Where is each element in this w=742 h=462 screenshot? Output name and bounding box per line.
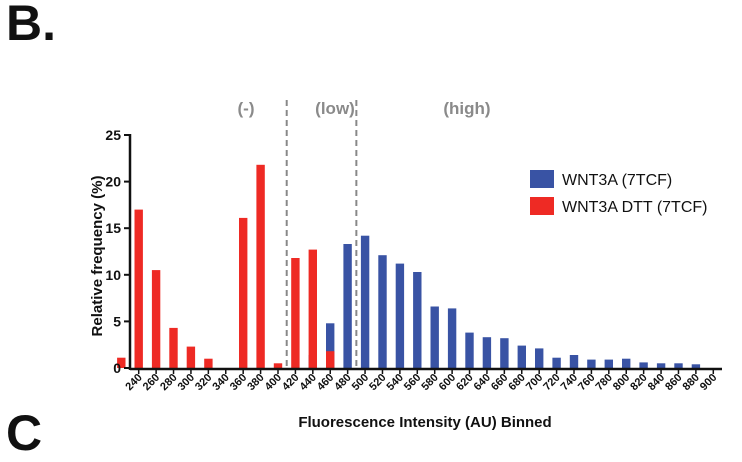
y-tick-label: 0 [113, 360, 121, 376]
x-tick-label: 540 [385, 372, 406, 393]
bar-wnt3a [343, 244, 352, 368]
y-tick-label: 5 [113, 313, 121, 329]
x-tick-label: 400 [263, 372, 284, 393]
x-tick-label: 760 [576, 372, 597, 393]
bar-wnt3a [465, 332, 474, 368]
x-tick-label: 560 [402, 372, 423, 393]
dividers-layer: (-) (low) (high) [238, 99, 491, 368]
bar-wnt3a [552, 357, 561, 368]
bar-wnt3a [326, 323, 335, 368]
x-tick-label: 700 [524, 372, 545, 393]
x-tick-label: 800 [611, 372, 632, 393]
bar-wnt3a-dtt [308, 249, 317, 368]
bar-wnt3a [517, 345, 526, 368]
bar-wnt3a [500, 338, 509, 368]
x-tick-label: 360 [228, 372, 249, 393]
bar-wnt3a [587, 359, 596, 368]
bar-wnt3a-dtt [186, 346, 196, 368]
x-tick-label: 840 [646, 372, 667, 393]
bar-wnt3a [378, 255, 387, 368]
x-tick-label: 740 [559, 372, 580, 393]
x-tick-label: 520 [367, 372, 388, 393]
bar-wnt3a-dtt [256, 164, 265, 368]
x-tick-label: 440 [297, 372, 318, 393]
x-tick-label: 280 [158, 372, 179, 393]
x-tick-label: 320 [193, 372, 214, 393]
x-tick-label: 240 [123, 372, 144, 393]
x-tick-label: 600 [437, 372, 458, 393]
bar-wnt3a [639, 362, 648, 368]
bar-wnt3a [482, 337, 492, 368]
bar-wnt3a-dtt [151, 270, 161, 368]
y-tick-label: 20 [105, 174, 121, 190]
x-tick-label: 780 [593, 372, 614, 393]
legend: WNT3A (7TCF) WNT3A DTT (7TCF) [530, 170, 707, 216]
x-tick-label: 640 [472, 372, 493, 393]
x-tick-label: 720 [541, 372, 562, 393]
bar-wnt3a [447, 308, 457, 368]
bar-wnt3a-dtt [117, 357, 126, 368]
bar-wnt3a [622, 358, 631, 368]
x-axis-label: Fluorescence Intensity (AU) Binned [298, 414, 551, 431]
x-tick-label: 300 [176, 372, 197, 393]
x-tick-label: 460 [315, 372, 336, 393]
x-tick-label: 880 [681, 372, 702, 393]
bar-wnt3a-dtt [169, 327, 178, 368]
legend-swatch [530, 197, 554, 215]
bar-wnt3a [430, 306, 439, 368]
x-tick-label: 500 [350, 372, 371, 393]
x-tick-label: 480 [332, 372, 353, 393]
bar-wnt3a [674, 363, 683, 368]
bars-layer [117, 164, 701, 368]
y-tick-label: 25 [105, 127, 121, 143]
region-label: (low) [315, 99, 355, 118]
bar-wnt3a [656, 363, 666, 368]
bar-wnt3a [395, 263, 405, 368]
x-tick-label: 580 [419, 372, 440, 393]
y-axis-label: Relative frequency (%) [89, 176, 106, 337]
x-tick-label: 900 [698, 372, 719, 393]
bar-wnt3a-dtt [204, 358, 213, 368]
bar-wnt3a [413, 272, 422, 368]
region-label: (-) [238, 99, 255, 118]
bar-wnt3a [569, 355, 579, 368]
bar-wnt3a-dtt [134, 209, 143, 368]
bar-wnt3a-dtt [273, 363, 283, 368]
x-tick-label: 260 [141, 372, 162, 393]
bar-wnt3a [691, 364, 701, 368]
y-tick-label: 15 [105, 220, 121, 236]
bar-wnt3a-dtt [326, 351, 335, 368]
bar-wnt3a [535, 348, 544, 368]
bar-wnt3a [604, 359, 613, 368]
legend-swatch [530, 170, 554, 188]
x-tick-label: 680 [506, 372, 527, 393]
panel-label: B. [6, 0, 56, 51]
x-tick-label: 860 [663, 372, 684, 393]
x-tick-label: 620 [454, 372, 475, 393]
y-tick-label: 10 [105, 267, 121, 283]
x-tick-label: 820 [628, 372, 649, 393]
bar-wnt3a-dtt [291, 258, 300, 368]
bar-wnt3a [360, 235, 370, 368]
region-label: (high) [443, 99, 490, 118]
x-tick-label: 420 [280, 372, 301, 393]
histogram-chart: 0 5 10 15 20 25 240260280300320340360380400420… [89, 99, 722, 431]
bar-wnt3a-dtt [239, 217, 248, 368]
x-tick-label: 340 [210, 372, 231, 393]
legend-label: WNT3A (7TCF) [562, 172, 672, 189]
x-tick-label: 380 [245, 372, 266, 393]
x-tick-label: 660 [489, 372, 510, 393]
legend-label: WNT3A DTT (7TCF) [562, 199, 707, 216]
